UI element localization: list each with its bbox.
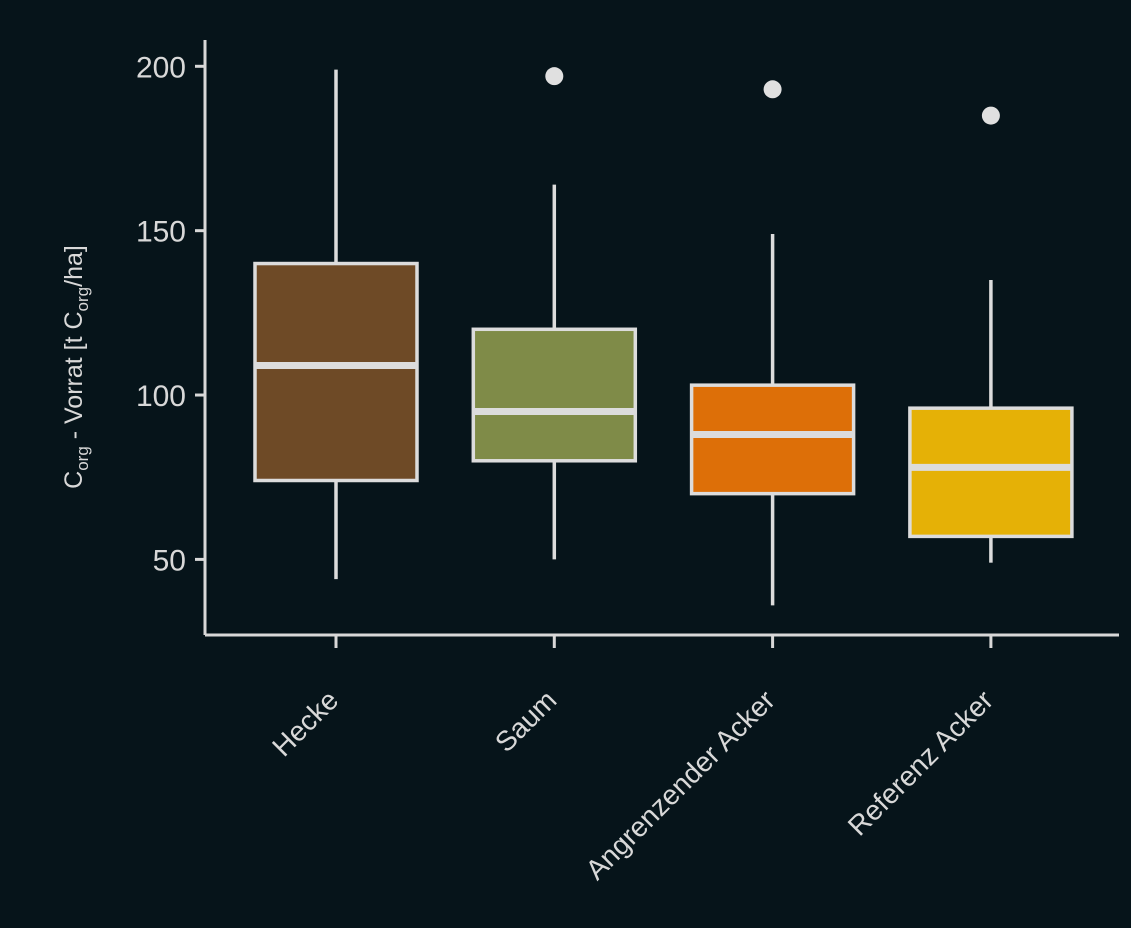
y-tick-label-150: 150 xyxy=(136,216,186,249)
y-tick-label-100: 100 xyxy=(136,380,186,413)
y-axis-label-subscript-1: org xyxy=(73,446,92,471)
box-2 xyxy=(471,327,638,463)
y-axis-label-part-2: - Vorrat [t C xyxy=(60,311,88,446)
box-4 xyxy=(908,406,1074,539)
box-group-4 xyxy=(908,106,1074,563)
box-group-3 xyxy=(689,80,856,606)
y-axis-label-subscript-2: org xyxy=(73,287,92,312)
box-3 xyxy=(689,383,856,496)
outlier-point-4-1 xyxy=(981,106,1000,125)
y-tick-label-50: 50 xyxy=(153,544,186,577)
box-1 xyxy=(253,261,419,483)
y-axis-label: Corg - Vorrat [t Corg/ha] xyxy=(60,245,92,489)
box-group-2 xyxy=(471,67,638,560)
plot-area xyxy=(253,67,1074,606)
y-axis-label-part-3: /ha] xyxy=(60,245,88,287)
outlier-point-2-1 xyxy=(545,67,564,86)
y-axis-label-part-1: C xyxy=(60,471,88,489)
box-group-1 xyxy=(253,69,419,580)
outlier-point-3-1 xyxy=(763,80,782,99)
y-tick-label-200: 200 xyxy=(136,51,186,84)
y-axis-ticks: 50 100 150 200 xyxy=(136,51,205,577)
